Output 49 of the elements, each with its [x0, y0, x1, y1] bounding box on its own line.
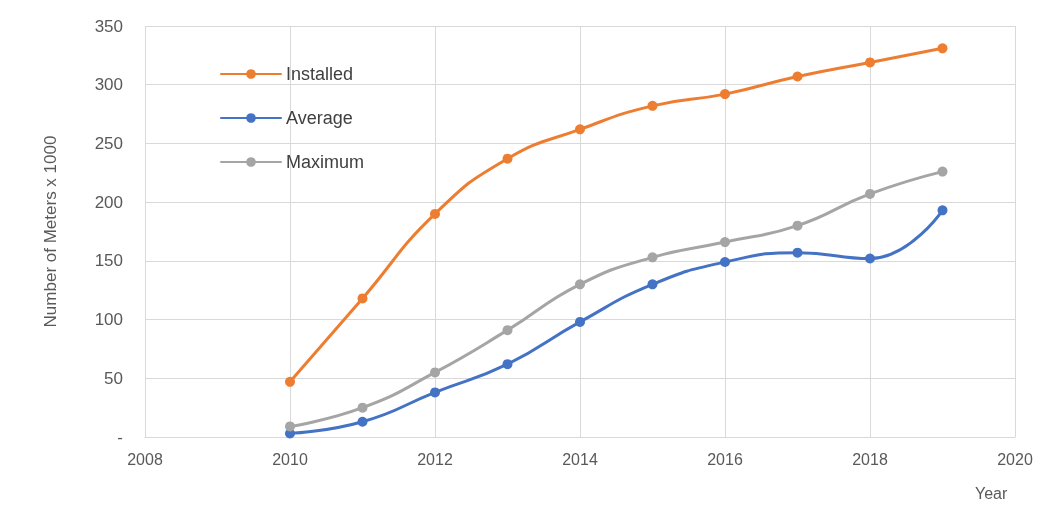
point [647, 100, 658, 111]
point [937, 43, 948, 54]
y-tick-label: 300 [94, 75, 123, 95]
y-tick-label: 200 [94, 192, 123, 212]
point [357, 416, 368, 427]
x-tick-label: 2014 [562, 450, 598, 468]
point [430, 208, 440, 219]
point [502, 325, 513, 336]
y-tick-label: 250 [94, 133, 123, 153]
y-tick-label: 50 [104, 368, 123, 388]
point [575, 124, 585, 135]
point [720, 237, 730, 248]
x-tick-label: 2008 [127, 450, 163, 468]
point [357, 402, 368, 413]
point [792, 71, 803, 82]
point [792, 247, 803, 258]
point [430, 367, 440, 378]
y-tick-label: 100 [94, 310, 123, 330]
point [865, 57, 875, 68]
point [937, 205, 948, 216]
x-axis-title: Year [975, 484, 1008, 502]
point [720, 257, 730, 268]
point [430, 387, 440, 398]
point [792, 220, 803, 231]
x-tick-label: 2016 [707, 450, 743, 468]
point [647, 279, 658, 290]
legend-label: Average [286, 108, 353, 128]
x-tick-label: 2012 [417, 450, 453, 468]
point [502, 359, 513, 370]
point [647, 252, 658, 263]
y-axis-title: Number of Meters x 1000 [41, 135, 60, 328]
x-tick-label: 2018 [852, 450, 888, 468]
legend-label: Maximum [286, 152, 365, 172]
point [865, 253, 875, 264]
point [720, 89, 730, 100]
y-tick-label: 350 [94, 16, 123, 36]
x-tick-label: 2010 [272, 450, 308, 468]
y-tick-label: 150 [94, 251, 123, 271]
point [937, 166, 948, 177]
point [502, 153, 513, 164]
point [575, 279, 585, 290]
x-tick-label: 2020 [997, 450, 1033, 468]
point [575, 316, 585, 327]
point [285, 376, 295, 387]
point [357, 293, 368, 304]
point [285, 421, 295, 432]
y-tick-label: - [117, 427, 123, 447]
point [865, 188, 875, 199]
legend-label: Installed [286, 64, 354, 84]
